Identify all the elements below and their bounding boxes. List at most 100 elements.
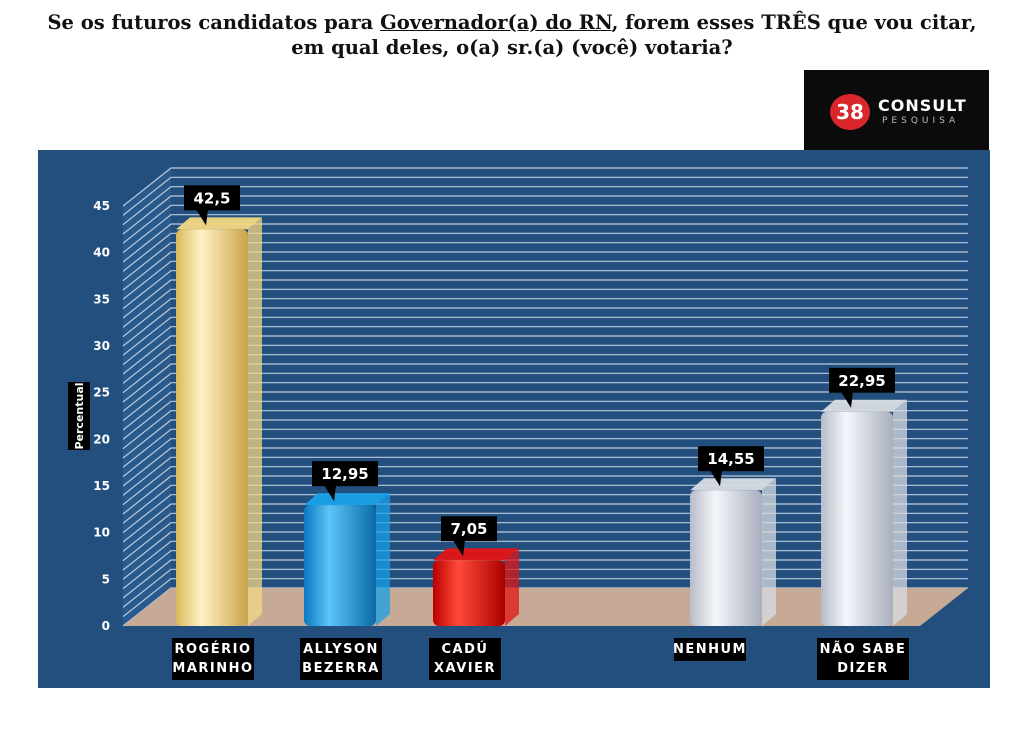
bar-side: [505, 548, 519, 626]
callout-box: [441, 516, 497, 542]
grid-line: [122, 195, 968, 235]
x-tick-label: CADÚ: [442, 641, 489, 657]
value-callout: 42,5: [184, 185, 240, 226]
callout-box: [698, 446, 764, 472]
x-tick-label: XAVIER: [434, 661, 496, 676]
y-axis-label: Percentual: [73, 382, 86, 449]
bar-front: [176, 229, 248, 626]
x-label-box: [172, 638, 254, 680]
x-axis-label: CADÚ XAVIER: [429, 638, 501, 680]
bar-side: [376, 493, 390, 626]
callout-box: [184, 185, 240, 211]
x-tick-label: NÃO SABE: [820, 641, 907, 657]
grid-line: [122, 316, 968, 356]
side-wall: [123, 168, 171, 626]
grid-line: [122, 288, 968, 328]
x-axis-label: NENHUM: [673, 638, 747, 661]
value-callout: 14,55: [698, 446, 764, 487]
grid-line: [122, 326, 968, 366]
grid-line: [122, 400, 968, 440]
value-callout: 22,95: [829, 367, 895, 408]
grid-line: [122, 232, 968, 272]
x-label-box: [429, 638, 501, 680]
grid-line: [122, 354, 968, 394]
grid-line: [122, 335, 968, 375]
value-callout: 12,95: [312, 461, 378, 502]
title-underlined: Governador(a) do RN: [380, 11, 612, 34]
y-tick-label: 40: [93, 246, 110, 260]
y-tick-label: 20: [93, 432, 110, 446]
title-suffix: , forem esses TRÊS que vou citar,: [611, 11, 977, 34]
x-axis-label: NÃO SABE DIZER: [817, 638, 909, 680]
bars: [176, 217, 907, 626]
y-tick-label: 45: [93, 199, 110, 213]
grid-line: [122, 344, 968, 384]
title-line-1: Se os futuros candidatos para Governador…: [0, 10, 1024, 35]
grid-line: [122, 391, 968, 431]
grid-line: [122, 298, 968, 338]
bar-front: [304, 505, 376, 626]
bar-front: [821, 411, 893, 626]
bar-top: [433, 548, 519, 561]
callout-box: [829, 367, 895, 393]
callout-box: [312, 461, 378, 487]
callout-pointer: [841, 391, 853, 408]
bar-side: [893, 399, 907, 626]
x-axis-label: ALLYSON BEZERRA: [300, 638, 382, 680]
grid-line: [122, 279, 968, 319]
x-tick-label: ALLYSON: [303, 642, 379, 657]
consult-logo: 38 CONSULT PESQUISA: [804, 70, 989, 150]
grid-line: [122, 475, 968, 515]
grid-line: [122, 204, 968, 244]
grid-line: [122, 260, 968, 300]
data-label: 22,95: [838, 372, 885, 390]
bar: [304, 493, 390, 626]
callout-pointer: [710, 470, 722, 487]
bar: [821, 399, 907, 626]
callout-pointer: [196, 209, 208, 226]
grid-line: [122, 363, 968, 403]
y-tick-label: 0: [102, 619, 110, 633]
y-axis-label-group: Percentual: [68, 382, 90, 450]
title-prefix: Se os futuros candidatos para: [47, 11, 381, 34]
x-tick-label: NENHUM: [673, 642, 747, 657]
bar: [433, 548, 519, 626]
chart-title: Se os futuros candidatos para Governador…: [0, 10, 1024, 60]
grid-line: [122, 419, 968, 459]
x-axis-label: ROGÉRIO MARINHO: [172, 638, 254, 680]
data-label: 7,05: [450, 520, 487, 538]
grid-line: [122, 270, 968, 310]
callout-pointer: [324, 485, 336, 502]
bar-side: [248, 217, 262, 626]
y-tick-label: 10: [93, 526, 110, 540]
bar-front: [690, 490, 762, 626]
y-tick-label: 35: [93, 292, 110, 306]
grid-line: [122, 382, 968, 422]
bar-top: [304, 493, 390, 506]
callout-pointer: [453, 540, 465, 557]
bar-top: [176, 217, 262, 230]
y-tick-label: 30: [93, 339, 110, 353]
x-label-box: [674, 638, 746, 661]
x-tick-label: BEZERRA: [302, 661, 380, 676]
grid-line: [122, 242, 968, 282]
grid-line: [122, 307, 968, 347]
bar-side: [762, 478, 776, 626]
bar: [690, 478, 776, 626]
value-callout: 7,05: [441, 516, 497, 557]
grid-line: [122, 251, 968, 291]
y-tick-label: 5: [102, 572, 110, 586]
logo-number: 38: [830, 94, 870, 130]
grid-line: [122, 428, 968, 468]
x-label-box: [817, 638, 909, 680]
value-callouts: 42,5 12,95 7,05 14,55 22,95: [184, 185, 895, 557]
grid-line: [122, 167, 968, 207]
x-tick-label: MARINHO: [172, 661, 253, 676]
grid-line: [122, 214, 968, 254]
logo-brand: CONSULT: [878, 96, 967, 115]
bar-chart: 0 5 10 15 20 25 30 35 40 45 Percentual 42,5 12,95 7…: [38, 150, 990, 688]
grid-line: [122, 186, 968, 226]
title-line-2: em qual deles, o(a) sr.(a) (você) votari…: [291, 36, 733, 59]
bar-top: [690, 478, 776, 491]
y-axis-label-box: [68, 382, 90, 450]
